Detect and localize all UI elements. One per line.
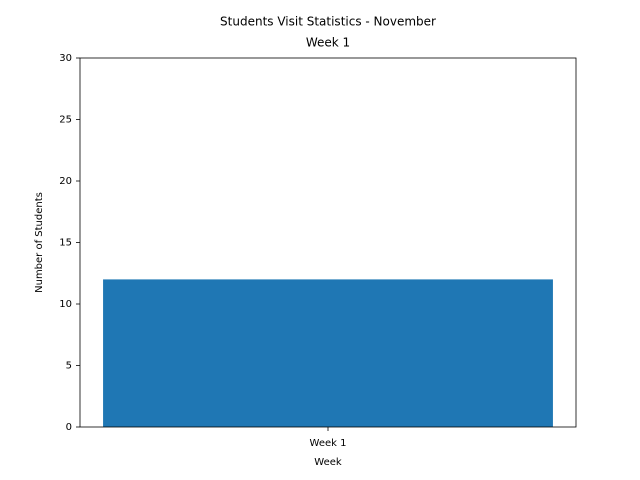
x-tick-label: Week 1	[310, 438, 347, 449]
y-tick-label: 30	[59, 53, 72, 64]
y-tick-label: 20	[59, 176, 72, 187]
x-axis-label: Week	[314, 457, 342, 468]
y-tick-label: 5	[66, 361, 72, 372]
chart-subtitle: Week 1	[306, 36, 350, 50]
y-axis-label: Number of Students	[34, 192, 45, 293]
y-tick-label: 25	[59, 115, 72, 126]
y-tick-label: 10	[59, 299, 72, 310]
bar	[103, 279, 553, 427]
chart-title: Students Visit Statistics - November	[220, 15, 436, 29]
y-tick-label: 0	[66, 422, 72, 433]
y-tick-label: 15	[59, 238, 72, 249]
plot-frame	[79, 57, 577, 428]
